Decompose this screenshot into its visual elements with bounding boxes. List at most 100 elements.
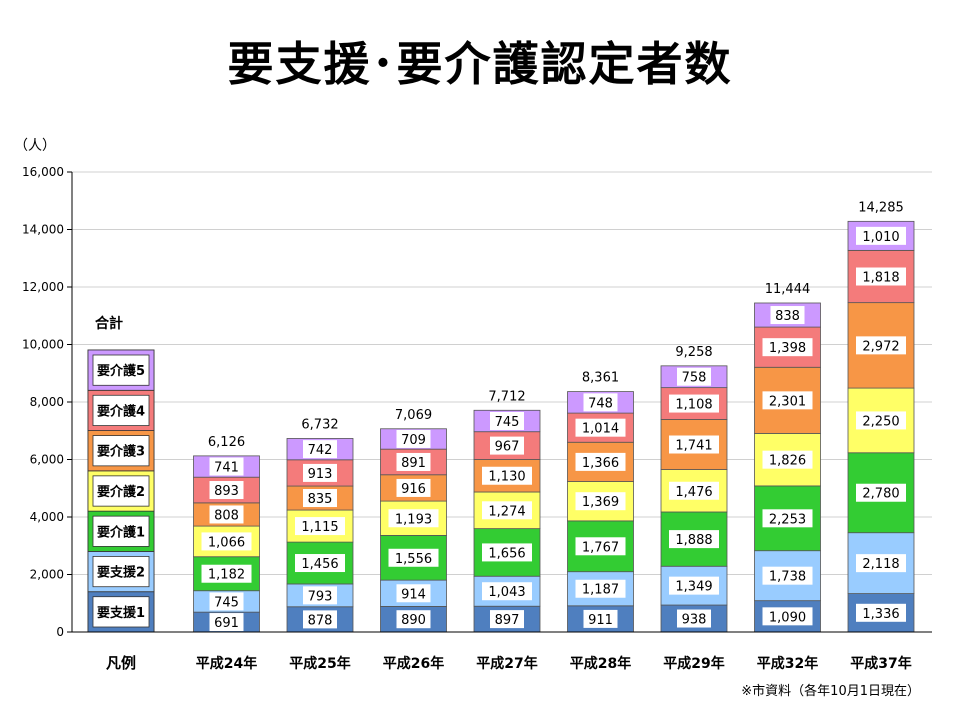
x-tick-label: 平成37年 [850,655,911,672]
data-label: 691 [214,616,239,631]
data-label-box [856,336,906,355]
data-label-box [490,610,524,629]
data-label-box [209,613,244,632]
data-label-box [388,548,439,567]
data-label: 916 [401,482,426,497]
data-label-box [856,226,906,245]
y-tick-label: 12,000 [22,280,64,294]
legend-x-label: 凡例 [106,654,136,672]
data-label-box [303,463,337,482]
data-label: 2,250 [862,414,899,429]
total-label: 7,712 [488,389,525,404]
legend-label-box [92,515,150,547]
x-axis: 平成24年 平成25年 平成26年 平成27年 平成28年 平成29年 平成32年 平成37年 [72,631,932,672]
data-label: 1,826 [769,454,806,469]
legend-label-box [92,475,150,507]
data-label: 897 [495,613,520,628]
data-label: 745 [214,595,239,610]
y-tick-label: 10,000 [22,338,64,352]
legend-entry: 要支援2 [97,565,145,581]
data-label-box [201,564,252,583]
data-label: 2,972 [862,339,899,354]
data-label: 1,456 [301,557,338,572]
data-label: 1,476 [675,485,712,500]
y-tick-label: 16,000 [22,165,64,179]
data-label: 1,366 [582,456,619,471]
data-label-box [856,483,906,502]
data-label-box [677,367,711,386]
data-label: 1,767 [582,540,619,555]
data-label-box [490,436,524,455]
x-tick-label: 平成29年 [663,655,724,672]
legend-title: 合計 [95,315,123,332]
data-label-box [575,418,626,437]
data-label-box [303,489,337,508]
data-label: 835 [308,492,333,507]
data-label: 878 [308,613,333,628]
data-label: 1,656 [488,546,525,561]
data-label: 2,118 [862,557,899,572]
data-label: 808 [214,508,239,523]
data-label-box [209,481,244,500]
data-label: 1,888 [675,533,712,548]
total-label: 6,126 [208,435,245,450]
x-tick-label: 平成32年 [757,655,818,672]
data-label-box [396,452,431,471]
data-label-box [295,517,345,536]
data-label-box [762,566,813,585]
total-label: 9,258 [675,345,712,360]
y-axis: 0 2,000 4,000 6,000 8,000 10,000 12,000 14,000 1… [14,138,73,639]
data-label-box [856,554,906,573]
data-label: 2,780 [862,487,899,502]
data-label: 1,010 [862,230,899,245]
legend-entry: 要介護4 [97,403,145,419]
x-tick-label: 平成26年 [383,655,444,672]
legend-entry: 要介護2 [97,484,145,500]
data-label: 742 [308,443,333,458]
data-label: 1,066 [208,535,245,550]
data-label: 709 [401,433,426,448]
data-label-box [209,457,244,476]
data-label: 1,090 [769,610,806,625]
data-label-box [575,492,626,511]
legend-entry: 要介護5 [97,363,145,379]
data-label-box [856,267,906,286]
data-label-box [762,607,813,626]
data-label-box [762,338,813,357]
legend-label-box [92,394,150,426]
data-label: 1,349 [675,580,712,595]
data-label-box [583,393,618,412]
data-label-box [482,543,532,562]
data-label: 1,130 [488,470,525,485]
data-label-box [209,505,244,524]
data-label-box [295,554,345,573]
data-label: 1,398 [769,341,806,356]
data-label: 913 [308,467,333,482]
data-label-box [575,579,626,598]
legend-entry: 要介護3 [97,444,145,460]
data-label: 1,115 [301,520,338,535]
data-label-box [303,586,337,605]
x-tick-label: 平成28年 [570,655,631,672]
source-note: ※市資料（各年10月1日現在） [741,684,920,699]
y-tick-label: 2,000 [30,568,64,582]
total-label: 7,069 [395,408,432,423]
total-label: 14,285 [858,200,904,215]
data-label-box [396,610,431,629]
legend-label-box [92,435,150,467]
data-label-box [303,440,337,459]
y-axis-label: （人） [14,138,56,154]
bars: 691 745 1,182 1,066 808 893 741 6,126 878 793 1,45… [193,200,915,633]
data-label: 1,556 [395,552,432,567]
data-label: 967 [495,440,520,455]
data-label-box [482,466,532,485]
data-label: 891 [401,456,426,471]
data-label-box [482,501,532,520]
data-label: 748 [588,396,613,411]
data-label: 1,014 [582,422,619,437]
x-tick-label: 平成24年 [196,655,257,672]
data-label-box [762,509,813,528]
total-label: 6,732 [301,417,338,432]
legend-label-box [92,354,150,386]
